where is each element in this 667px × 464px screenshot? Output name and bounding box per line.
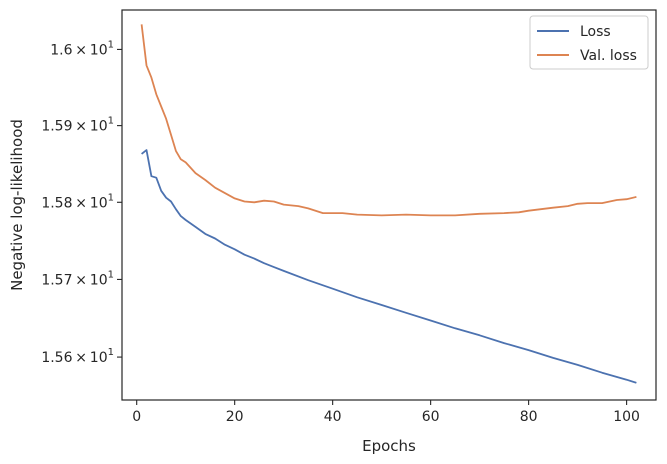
x-axis: 0 20 40 60 80 100 <box>132 400 640 425</box>
legend-label-loss: Loss <box>580 24 611 40</box>
series-lines <box>140 24 637 384</box>
plot-frame <box>121 9 657 401</box>
y-tick-label: 1.6 × 101 <box>50 39 114 58</box>
x-tick-label: 20 <box>226 409 244 425</box>
y-tick-label: 1.59 × 101 <box>41 116 114 135</box>
x-tick-label: 100 <box>613 409 640 425</box>
y-axis-title: Negative log-likelihood <box>8 119 26 291</box>
x-tick-label: 40 <box>324 409 342 425</box>
legend-label-val-loss: Val. loss <box>580 48 637 64</box>
x-tick-label: 0 <box>132 409 141 425</box>
x-tick-label: 60 <box>422 409 440 425</box>
x-tick-label: 80 <box>520 409 538 425</box>
legend: Loss Val. loss <box>529 15 649 70</box>
y-axis: 1.56 × 101 1.57 × 101 1.58 × 101 1.59 × 101… <box>41 39 122 366</box>
series-line-0 <box>141 149 637 384</box>
y-tick-label: 1.57 × 101 <box>41 269 114 288</box>
x-axis-title: Epochs <box>362 437 416 455</box>
y-tick-label: 1.56 × 101 <box>41 347 114 366</box>
series-line-1 <box>140 24 637 217</box>
y-tick-label: 1.58 × 101 <box>41 192 114 211</box>
